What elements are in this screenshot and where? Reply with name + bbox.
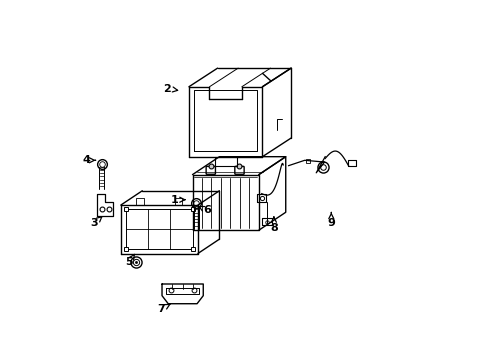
Text: 9: 9 — [326, 212, 335, 228]
Text: 2: 2 — [163, 84, 177, 94]
Text: 4: 4 — [82, 155, 95, 165]
Text: 1: 1 — [170, 195, 184, 205]
Text: 3: 3 — [91, 217, 102, 228]
Text: 6: 6 — [199, 206, 210, 216]
Text: 7: 7 — [157, 304, 170, 314]
Text: 8: 8 — [269, 217, 277, 233]
Text: 5: 5 — [125, 255, 134, 267]
